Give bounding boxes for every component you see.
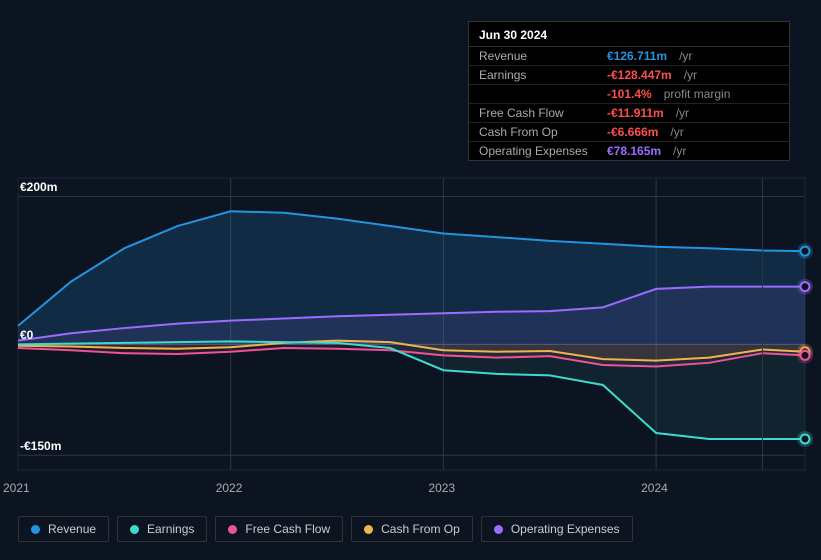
tooltip-label: Earnings [479, 68, 599, 82]
legend-dot-icon [130, 525, 139, 534]
tooltip-value: -€128.447m [607, 68, 672, 82]
tooltip-value: -101.4% [607, 87, 652, 101]
tooltip-row: Free Cash Flow -€11.911m/yr [469, 104, 789, 123]
tooltip-row: Revenue €126.711m/yr [469, 47, 789, 66]
y-axis-tick: €200m [20, 180, 57, 194]
tooltip-label: Free Cash Flow [479, 106, 599, 120]
legend-item-earnings[interactable]: Earnings [117, 516, 207, 542]
tooltip-value: €78.165m [607, 144, 661, 158]
legend-label: Earnings [147, 522, 194, 536]
tooltip-value: €126.711m [607, 49, 667, 63]
legend-dot-icon [31, 525, 40, 534]
legend-label: Operating Expenses [511, 522, 620, 536]
legend-dot-icon [364, 525, 373, 534]
tooltip-date: Jun 30 2024 [469, 22, 789, 47]
tooltip-unit: /yr [684, 68, 697, 82]
legend-item-cfo[interactable]: Cash From Op [351, 516, 473, 542]
legend-item-opex[interactable]: Operating Expenses [481, 516, 633, 542]
legend-dot-icon [228, 525, 237, 534]
tooltip-unit: /yr [676, 106, 689, 120]
tooltip-row: Cash From Op -€6.666m/yr [469, 123, 789, 142]
hover-tooltip: Jun 30 2024 Revenue€126.711m/yrEarnings-… [468, 21, 790, 161]
x-axis-tick: 2024 [641, 481, 668, 495]
x-axis-tick: 2023 [428, 481, 455, 495]
legend-item-revenue[interactable]: Revenue [18, 516, 109, 542]
tooltip-row: Operating Expenses €78.165m/yr [469, 142, 789, 160]
tooltip-unit: /yr [670, 125, 683, 139]
tooltip-value: -€6.666m [607, 125, 658, 139]
legend-item-fcf[interactable]: Free Cash Flow [215, 516, 343, 542]
y-axis-tick: -€150m [20, 439, 61, 453]
y-axis-tick: €0 [20, 328, 33, 342]
legend-label: Cash From Op [381, 522, 460, 536]
tooltip-row: Earnings -€128.447m/yr [469, 66, 789, 85]
tooltip-unit: profit margin [664, 87, 731, 101]
tooltip-label [479, 87, 599, 101]
x-axis-tick: 2021 [3, 481, 30, 495]
tooltip-unit: /yr [679, 49, 692, 63]
x-axis-tick: 2022 [216, 481, 243, 495]
tooltip-unit: /yr [673, 144, 686, 158]
tooltip-label: Cash From Op [479, 125, 599, 139]
legend-label: Revenue [48, 522, 96, 536]
chart-legend: Revenue Earnings Free Cash Flow Cash From O… [18, 516, 633, 542]
tooltip-label: Operating Expenses [479, 144, 599, 158]
tooltip-row: -101.4% profit margin [469, 85, 789, 104]
legend-label: Free Cash Flow [245, 522, 330, 536]
tooltip-value: -€11.911m [607, 106, 664, 120]
legend-dot-icon [494, 525, 503, 534]
tooltip-label: Revenue [479, 49, 599, 63]
